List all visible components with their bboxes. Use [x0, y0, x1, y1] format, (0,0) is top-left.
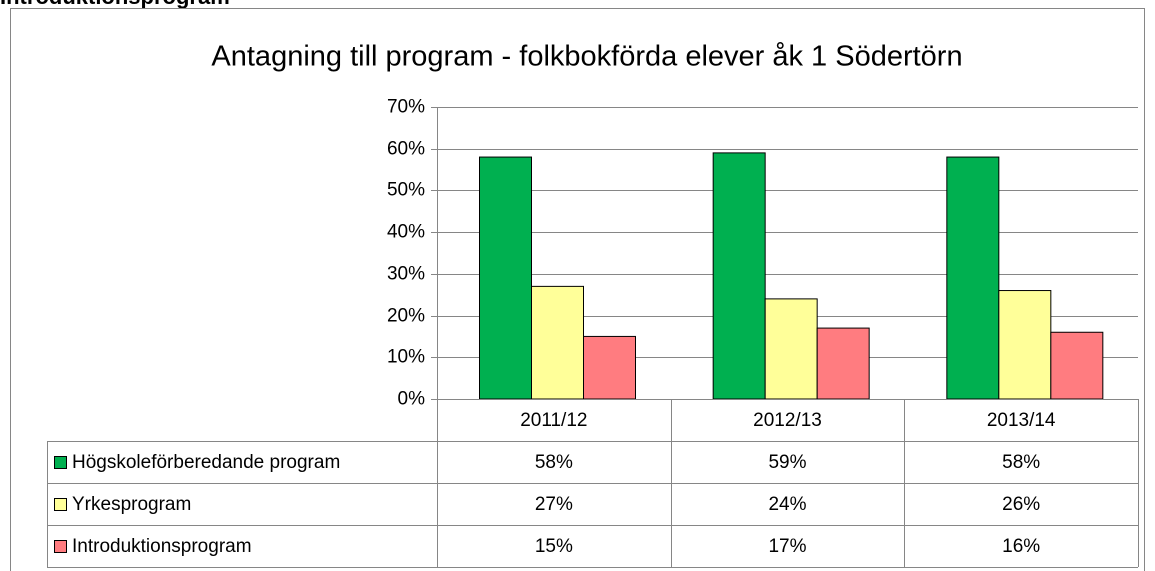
x-tick-label: 2012/13	[753, 410, 822, 431]
y-tick-label: 10%	[387, 347, 425, 368]
bar	[764, 298, 818, 400]
legend-key	[54, 540, 67, 553]
data-label: 16%	[1002, 536, 1040, 557]
data-label: 15%	[535, 536, 573, 557]
data-label: 58%	[1002, 452, 1040, 473]
bar	[1050, 331, 1104, 400]
data-label: 27%	[535, 494, 573, 515]
y-tick-label: 0%	[398, 389, 426, 410]
legend-key	[54, 456, 67, 469]
legend-label: Yrkesprogram	[72, 494, 191, 515]
y-tick-label: 70%	[387, 97, 425, 118]
chart-frame	[10, 8, 1145, 571]
data-label: 26%	[1002, 494, 1040, 515]
x-tick-label: 2013/14	[987, 410, 1056, 431]
bar	[998, 290, 1052, 400]
data-label: 58%	[535, 452, 573, 473]
y-tick-label: 40%	[387, 222, 425, 243]
bar	[712, 152, 766, 400]
bar	[816, 327, 870, 400]
heading: Introduktionsprogram	[0, 0, 230, 9]
legend-key	[54, 498, 67, 511]
data-label: 17%	[768, 536, 806, 557]
bar	[479, 156, 532, 400]
y-tick-label: 50%	[387, 180, 425, 201]
y-tick-label: 20%	[387, 306, 425, 327]
x-tick-label: 2011/12	[520, 410, 587, 431]
bar	[583, 335, 636, 400]
data-label: 24%	[768, 494, 806, 515]
legend-label: Introduktionsprogram	[72, 536, 252, 557]
data-label: 59%	[768, 452, 806, 473]
legend-label: Högskoleförberedande program	[72, 452, 340, 473]
bar	[531, 285, 584, 400]
y-tick-label: 60%	[387, 139, 425, 160]
y-tick-label: 30%	[387, 264, 425, 285]
chart-title: Antagning till program - folkbokförda el…	[211, 41, 962, 73]
bar	[946, 156, 1000, 400]
